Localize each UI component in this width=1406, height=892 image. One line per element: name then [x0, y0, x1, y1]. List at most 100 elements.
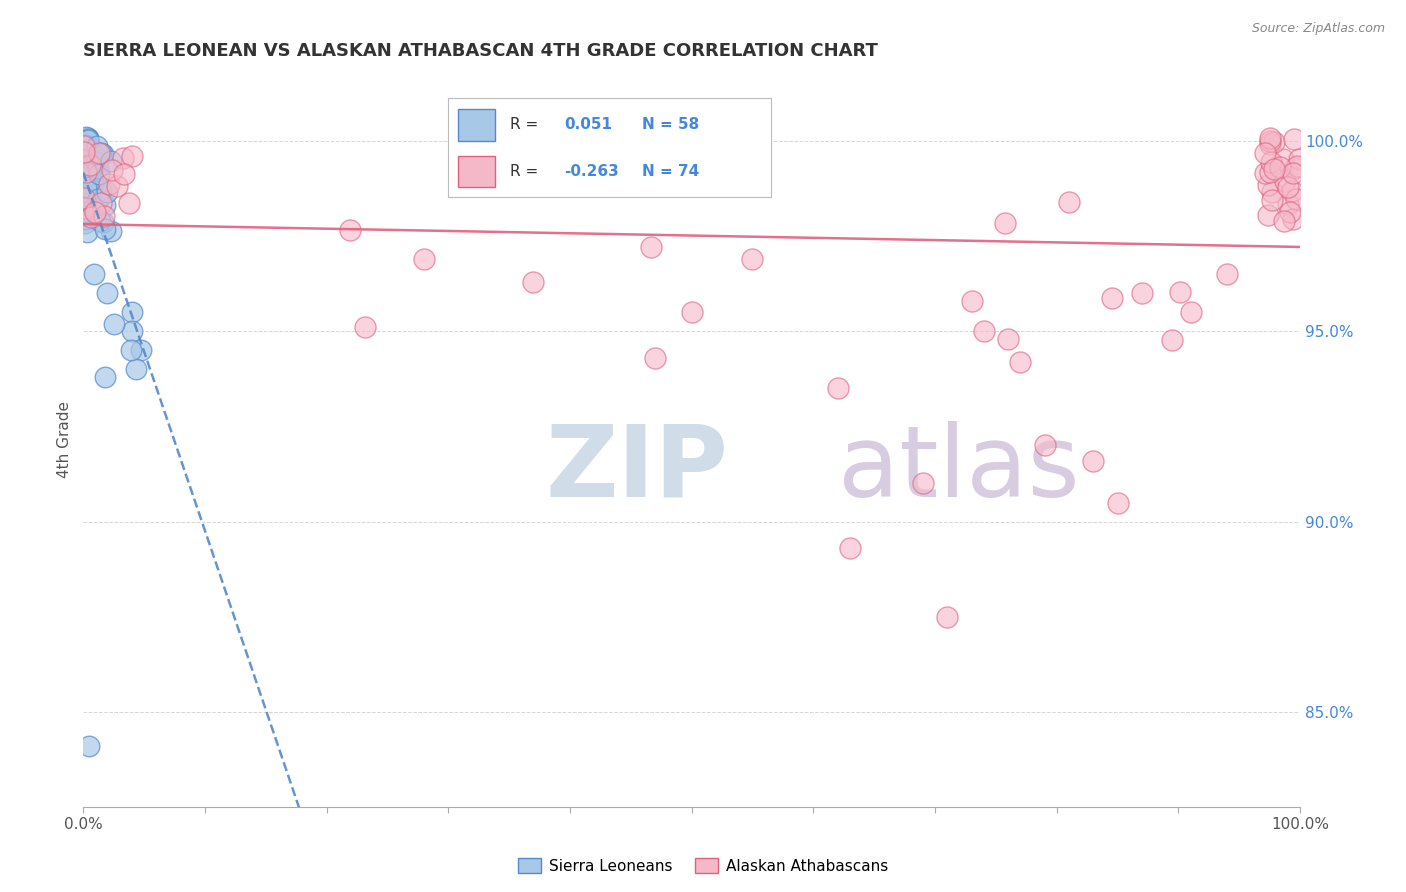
Point	[90, 196, 112, 211]
Point	[936, 609, 959, 624]
Point	[84, 180, 107, 194]
Point	[960, 293, 983, 308]
Point	[644, 351, 666, 365]
Point	[90, 183, 112, 197]
Text: Source: ZipAtlas.com: Source: ZipAtlas.com	[1251, 22, 1385, 36]
Point	[121, 149, 143, 163]
Point	[1083, 453, 1105, 467]
Point	[1268, 160, 1291, 174]
Point	[129, 343, 152, 358]
Point	[973, 324, 995, 338]
Point	[73, 191, 96, 205]
Point	[76, 143, 98, 157]
Point	[1260, 155, 1282, 169]
Point	[548, 145, 571, 159]
Point	[86, 139, 108, 153]
Point	[101, 162, 124, 177]
Point	[93, 209, 115, 223]
Point	[87, 193, 110, 207]
Point	[89, 214, 111, 228]
Point	[1281, 212, 1303, 227]
Point	[83, 267, 105, 281]
Point	[1277, 197, 1299, 211]
Point	[1033, 438, 1056, 452]
Point	[73, 145, 96, 160]
Point	[83, 157, 105, 171]
Point	[76, 225, 98, 239]
Point	[79, 195, 101, 210]
Point	[94, 198, 117, 212]
Text: SIERRA LEONEAN VS ALASKAN ATHABASCAN 4TH GRADE CORRELATION CHART: SIERRA LEONEAN VS ALASKAN ATHABASCAN 4TH…	[83, 42, 879, 60]
Point	[75, 130, 97, 145]
Point	[1258, 131, 1281, 145]
Point	[73, 175, 96, 189]
Point	[103, 317, 125, 331]
Point	[1257, 208, 1279, 222]
Point	[1274, 174, 1296, 188]
Point	[75, 197, 97, 211]
Point	[681, 305, 703, 319]
Legend: Sierra Leoneans, Alaskan Athabascans: Sierra Leoneans, Alaskan Athabascans	[512, 852, 894, 880]
Point	[1170, 285, 1192, 299]
Point	[741, 252, 763, 266]
Point	[100, 224, 122, 238]
Point	[73, 153, 96, 167]
Point	[80, 182, 103, 196]
Point	[76, 131, 98, 145]
Point	[1285, 159, 1308, 173]
Point	[640, 240, 662, 254]
Point	[112, 167, 135, 181]
Point	[94, 370, 117, 384]
Point	[522, 275, 544, 289]
Point	[91, 215, 114, 229]
Point	[75, 180, 97, 194]
Point	[87, 161, 110, 176]
Point	[89, 168, 111, 182]
Point	[75, 212, 97, 227]
Point	[73, 137, 96, 152]
Point	[997, 332, 1019, 346]
Point	[97, 178, 120, 192]
Point	[82, 159, 104, 173]
Point	[96, 286, 118, 301]
Point	[84, 155, 107, 169]
Point	[1258, 165, 1281, 179]
Point	[1284, 193, 1306, 207]
Point	[1101, 291, 1123, 305]
Point	[1216, 267, 1239, 281]
Point	[94, 222, 117, 236]
Point	[1180, 305, 1202, 319]
Point	[96, 185, 118, 199]
Point	[1263, 161, 1285, 176]
Point	[1284, 161, 1306, 175]
Point	[77, 132, 100, 146]
Point	[90, 181, 112, 195]
Point	[73, 194, 96, 208]
Point	[1282, 166, 1305, 180]
Point	[1277, 180, 1299, 194]
Point	[1257, 178, 1279, 193]
Point	[82, 175, 104, 189]
Point	[994, 216, 1017, 230]
Point	[118, 196, 141, 211]
Point	[1258, 134, 1281, 148]
Point	[77, 132, 100, 146]
Point	[838, 541, 860, 556]
Point	[73, 149, 96, 163]
Point	[77, 186, 100, 201]
Point	[73, 139, 96, 153]
Point	[827, 381, 849, 395]
Point	[354, 320, 377, 334]
Point	[73, 205, 96, 219]
Point	[76, 146, 98, 161]
Y-axis label: 4th Grade: 4th Grade	[58, 401, 72, 478]
Point	[91, 147, 114, 161]
Point	[911, 476, 934, 491]
Point	[77, 149, 100, 163]
Point	[1284, 132, 1306, 146]
Point	[1010, 354, 1032, 368]
Point	[77, 197, 100, 211]
Point	[1107, 495, 1129, 509]
Point	[121, 324, 143, 338]
Text: atlas: atlas	[838, 421, 1080, 517]
